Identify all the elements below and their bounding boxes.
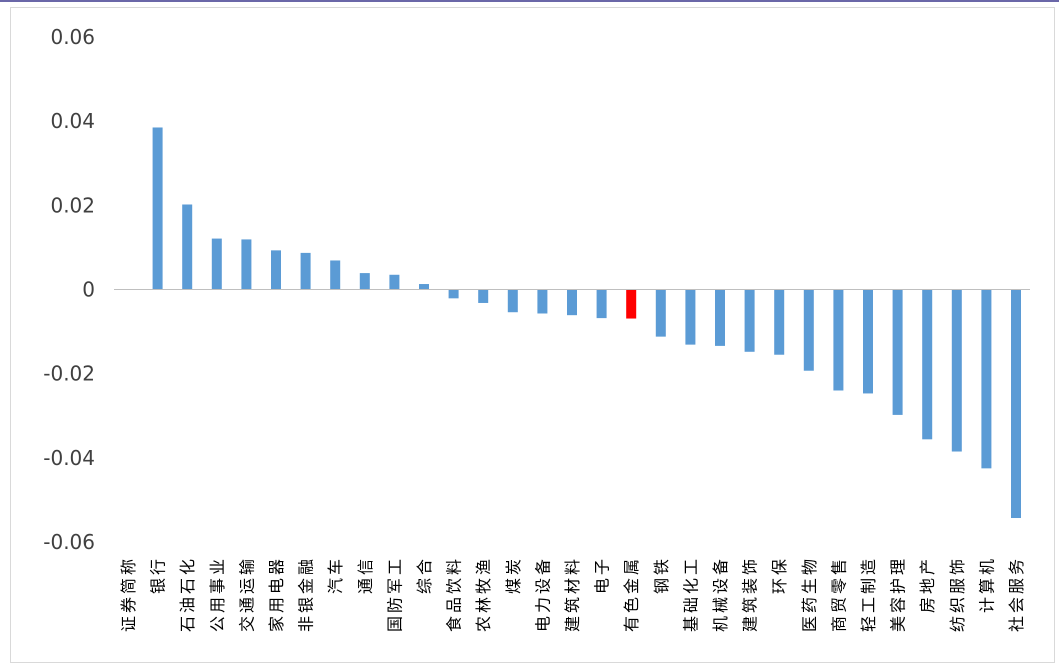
x-tick-label: 通信 <box>356 556 375 594</box>
bar-农林牧渔 <box>478 289 489 303</box>
bar-电力设备 <box>537 289 548 314</box>
bar-医药生物 <box>803 289 814 371</box>
bar-商贸零售 <box>833 289 844 391</box>
y-axis-ticks: 0.06 0.04 0.02 0 -0.02 -0.04 -0.06 <box>43 25 95 554</box>
x-tick-label: 有色金属 <box>622 556 641 632</box>
bar-社会服务 <box>1011 289 1021 519</box>
x-tick-label: 美容护理 <box>889 556 908 632</box>
bar-国防军工 <box>389 274 400 290</box>
x-tick-label: 电子 <box>593 556 612 594</box>
bar-通信 <box>359 273 370 290</box>
x-tick-label: 银行 <box>149 556 168 594</box>
bar-交通运输 <box>241 239 252 290</box>
x-tick-label: 汽车 <box>326 556 345 594</box>
bar-计算机 <box>981 289 992 469</box>
x-tick-label: 房地产 <box>918 556 937 613</box>
y-tick-label: 0.06 <box>50 25 95 49</box>
x-tick-label: 农林牧渔 <box>474 556 493 632</box>
y-tick-label: 0.02 <box>50 193 95 217</box>
x-tick-label: 纺织服饰 <box>948 556 967 632</box>
x-tick-label: 食品饮料 <box>445 556 464 632</box>
y-tick-label: -0.02 <box>43 362 95 386</box>
x-tick-label: 石油石化 <box>178 556 197 632</box>
x-tick-label: 钢铁 <box>652 556 671 594</box>
x-tick-label: 国防军工 <box>385 556 404 632</box>
bar-综合 <box>419 284 429 290</box>
x-tick-label: 环保 <box>770 556 789 594</box>
bar-机械设备 <box>715 289 725 346</box>
x-tick-label: 电力设备 <box>533 556 552 632</box>
bar-公用事业 <box>211 238 222 290</box>
bar-非银金融 <box>300 252 311 290</box>
bar-美容护理 <box>892 289 903 415</box>
bar-纺织服饰 <box>951 289 962 452</box>
bar-钢铁 <box>655 289 666 337</box>
chart-frame <box>10 7 1055 663</box>
bar-房地产 <box>922 289 933 440</box>
x-tick-label: 非银金融 <box>297 556 316 632</box>
x-tick-label: 医药生物 <box>800 556 819 632</box>
bar-石油石化 <box>182 204 193 290</box>
x-tick-label: 社会服务 <box>1007 556 1026 632</box>
x-tick-label: 机械设备 <box>711 556 730 632</box>
bar-银行 <box>152 127 163 290</box>
bar-建筑装饰 <box>744 289 755 352</box>
x-tick-label: 交通运输 <box>237 556 256 632</box>
y-tick-label: 0 <box>82 278 95 302</box>
bar-轻工制造 <box>863 289 873 394</box>
x-tick-label: 基础化工 <box>681 556 700 632</box>
x-tick-label: 轻工制造 <box>859 556 878 632</box>
y-tick-label: -0.04 <box>43 446 95 470</box>
x-tick-label: 建筑装饰 <box>741 556 760 632</box>
bar-有色金属 <box>626 289 637 319</box>
top-border-line <box>0 0 1059 2</box>
bar-环保 <box>774 289 785 355</box>
x-tick-label: 煤炭 <box>504 556 523 594</box>
x-tick-label: 商贸零售 <box>829 556 848 632</box>
y-tick-label: 0.04 <box>50 109 95 133</box>
x-tick-label: 证券简称 <box>119 556 138 632</box>
x-tick-label: 建筑材料 <box>563 556 582 632</box>
y-tick-label: -0.06 <box>43 530 95 554</box>
bar-电子 <box>596 289 607 319</box>
x-tick-label: 计算机 <box>977 556 996 613</box>
x-axis-ticks: 证券简称 银行 石油石化 公用事业 交通运输 家用电器 非银金融 汽车 通信 国防军工 综合 食品饮料… <box>119 556 1026 632</box>
x-tick-label: 综合 <box>415 556 434 594</box>
bar-建筑材料 <box>567 289 577 316</box>
bar-基础化工 <box>685 289 696 345</box>
bar-煤炭 <box>507 289 518 313</box>
x-tick-label: 公用事业 <box>208 556 227 632</box>
x-tick-label: 家用电器 <box>267 556 286 632</box>
bar-汽车 <box>330 260 341 290</box>
bar-食品饮料 <box>448 289 459 299</box>
bar-家用电器 <box>271 250 281 290</box>
bars <box>152 127 1021 519</box>
